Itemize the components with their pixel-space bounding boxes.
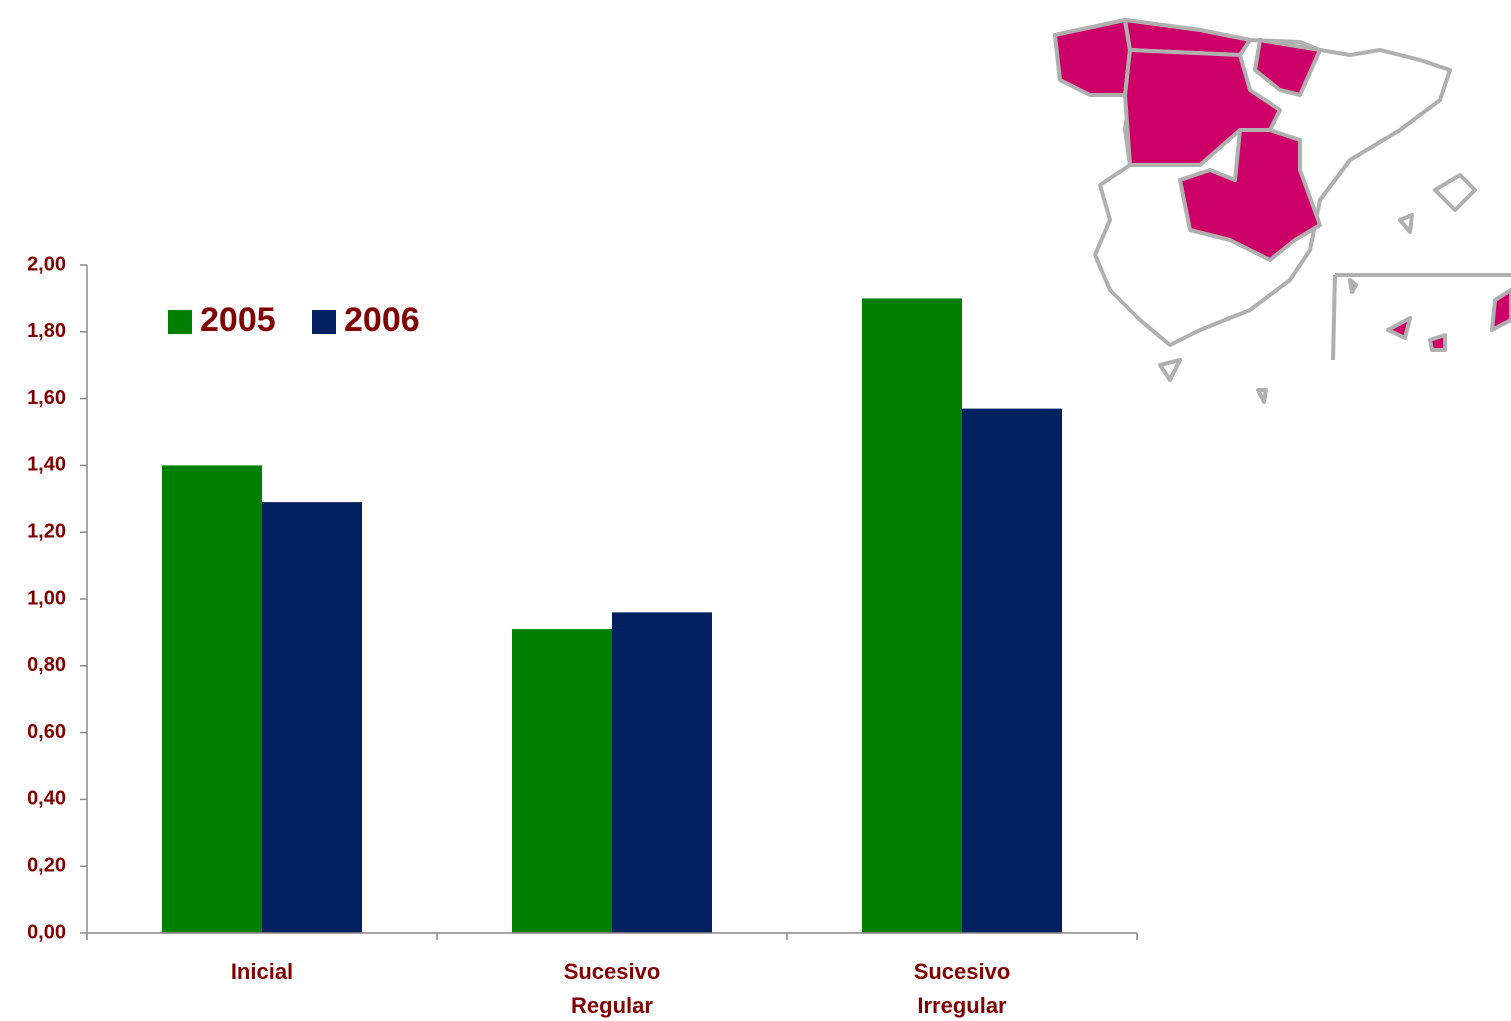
y-tick-label: 2,00 [27,253,66,275]
legend-label: 2006 [344,301,420,339]
y-tick-label: 1,00 [27,587,66,609]
y-tick-label: 1,60 [27,387,66,409]
bar [162,465,262,933]
y-tick-label: 0,20 [27,854,66,876]
bar [262,502,362,933]
spain-map [1053,18,1511,404]
bar [512,629,612,933]
legend-label: 2005 [200,301,276,339]
bar [612,612,712,933]
x-tick-label: Sucesivo Irregular [913,959,1011,1018]
y-tick-label: 1,80 [27,320,66,342]
bar [862,298,962,933]
legend-swatch [312,310,336,334]
y-tick-label: 0,80 [27,654,66,676]
legend-swatch [168,310,192,334]
y-tick-label: 1,20 [27,520,66,542]
y-tick-label: 1,40 [27,454,66,476]
x-tick-label: Sucesivo Regular [563,959,661,1018]
y-tick-label: 0,00 [27,921,66,943]
x-tick-label: Inicial [230,959,294,984]
bar [962,408,1062,933]
y-tick-label: 0,40 [27,788,66,810]
y-tick-label: 0,60 [27,721,66,743]
